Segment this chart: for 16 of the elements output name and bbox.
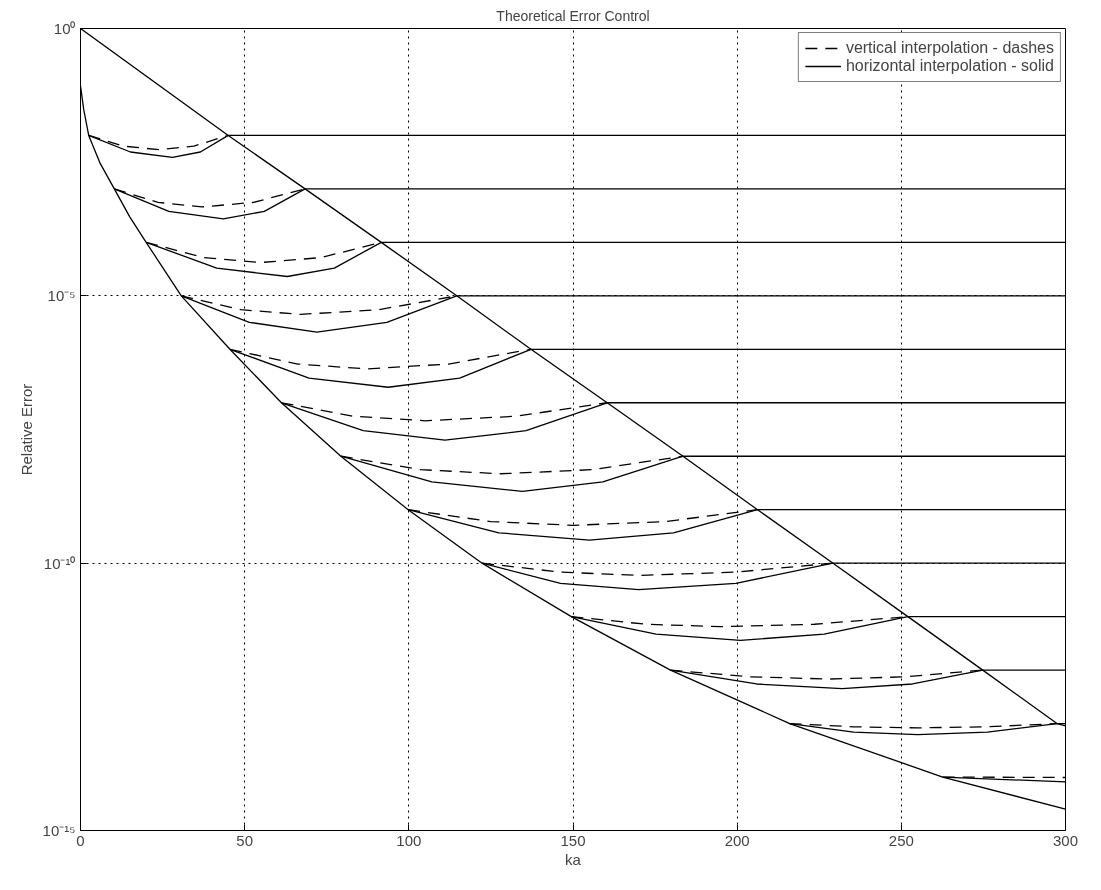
x-tick-label: 100: [396, 831, 422, 849]
x-tick-label: 300: [1052, 831, 1079, 849]
x-tick-label: 0: [76, 831, 85, 849]
legend-label: horizontal interpolation - solid: [845, 57, 1054, 75]
legend-label: vertical interpolation - dashes: [845, 39, 1054, 57]
x-tick-label: 50: [236, 831, 254, 849]
y-tick-label: 10⁻¹⁰: [43, 554, 76, 572]
x-tick-label: 200: [724, 831, 750, 849]
y-tick-label: 10⁰: [53, 20, 76, 37]
y-tick-label: 10⁻¹⁵: [42, 822, 76, 839]
x-tick-label: 250: [888, 831, 914, 849]
y-tick-label: 10⁻⁵: [47, 287, 76, 305]
y-axis-title: Relative Error: [17, 383, 35, 476]
x-tick-label: 150: [560, 831, 586, 849]
x-axis-title: ka: [565, 850, 582, 868]
chart-title: Theoretical Error Control: [496, 7, 650, 24]
